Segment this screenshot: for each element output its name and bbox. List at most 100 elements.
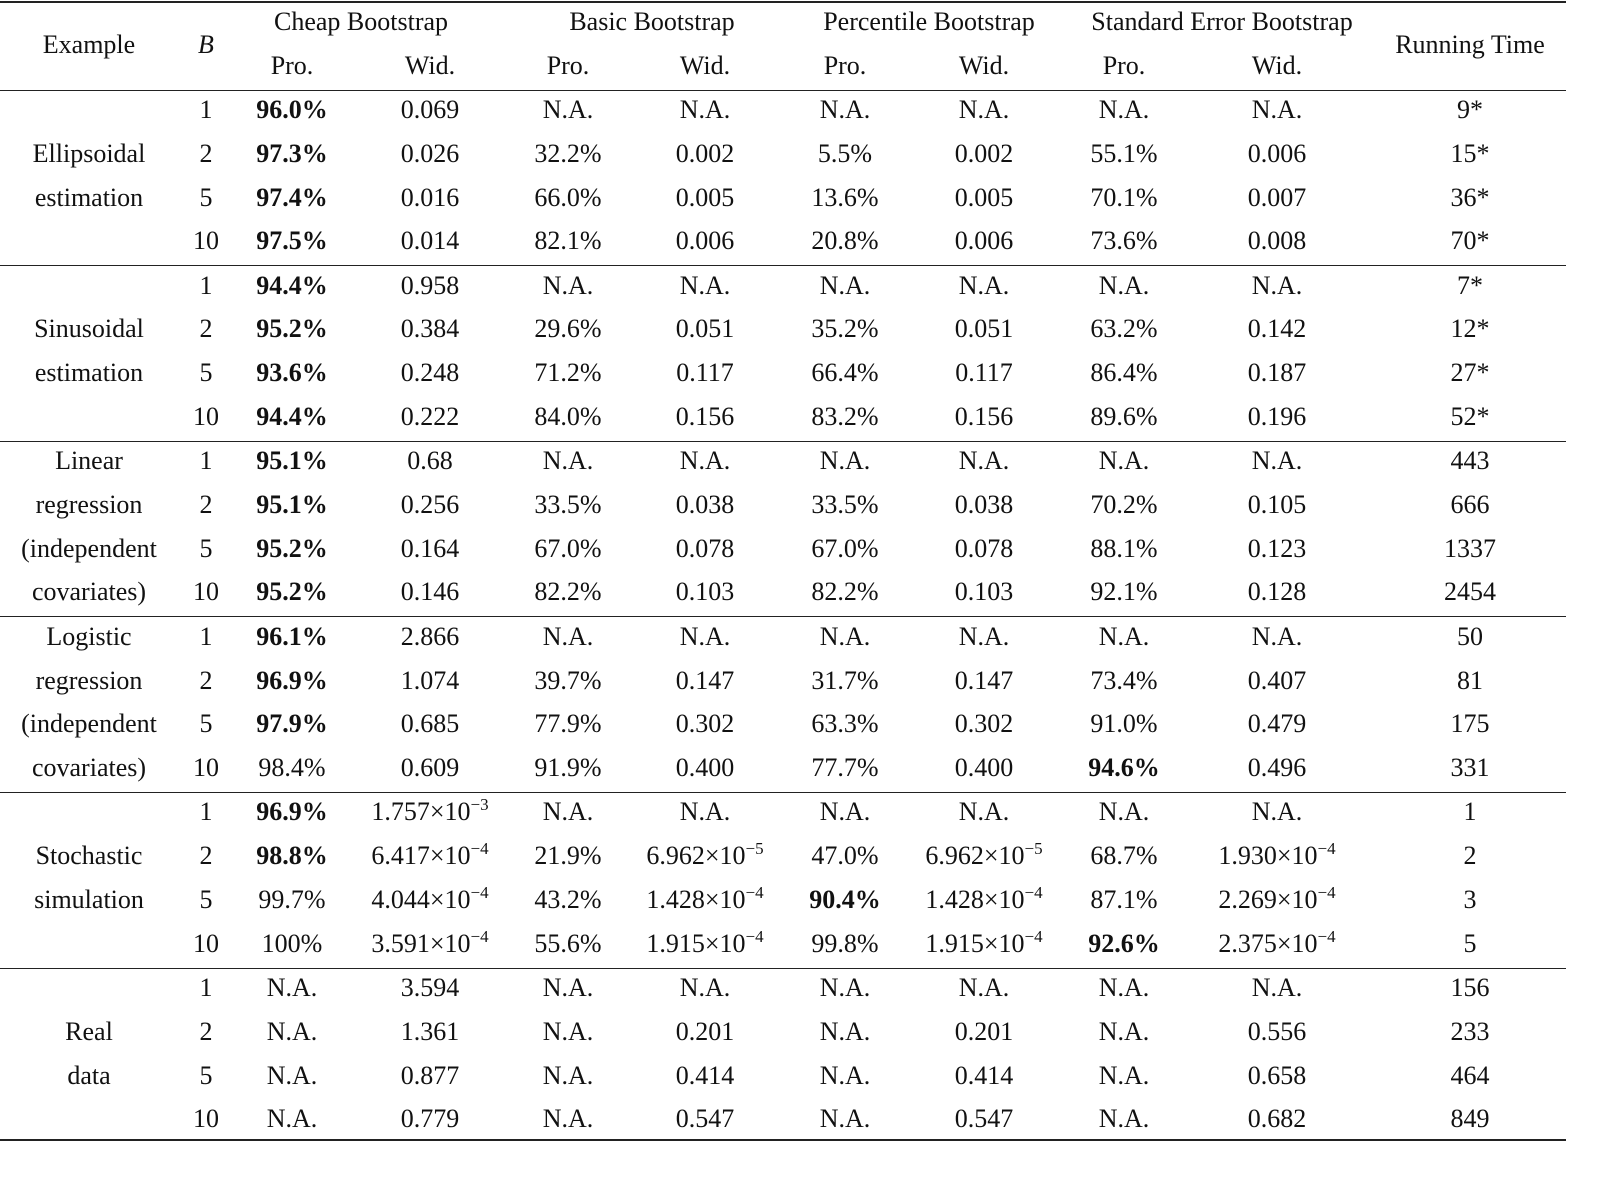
cell-value: 29.6% [534,314,602,344]
cell-value: N.A. [1251,621,1303,651]
cell-value: 99.8% [811,928,879,958]
wid-value: 0.051 [955,316,1014,342]
cell-value: 98.4% [258,753,326,783]
pro-value: 77.7% [811,755,878,781]
cell-value: N.A. [679,797,731,827]
cell-value: 0.877 [400,1060,460,1090]
pro-value: 97.9% [256,711,328,737]
cell-value: 0.958 [400,270,460,300]
cell-value: N.A. [542,446,594,476]
cell-value: 0.005 [675,182,735,212]
cell-value: 0.302 [675,709,735,739]
cell-value: 1.757×10 [371,797,471,827]
cell-value: N.A. [958,446,1010,476]
cell-value: 0.002 [954,138,1014,168]
cell-value: 67.0% [811,533,879,563]
b-value: 1 [199,621,213,651]
wid-value: 0.196 [1248,403,1307,430]
pro-value: 29.6% [534,316,601,342]
cell-value: 71.2% [534,358,602,388]
pro-value: 35.2% [811,316,878,342]
cell-value: N.A. [819,1016,871,1046]
cell-value: 0.496 [1247,753,1307,783]
wid-value: N.A. [1252,448,1303,474]
cell-value: 0.006 [675,226,735,256]
cell-value: 0.156 [675,401,735,431]
cell-value: 99.7% [258,884,326,914]
pro-value: 96.0% [256,97,328,123]
b-value: 5 [199,533,213,563]
wid-value: 0.779 [401,1106,460,1132]
pro-value: 98.8% [256,843,328,869]
pro-value: 100% [261,928,323,958]
b-value: 1 [199,797,213,827]
bottom-rule [0,1139,1566,1141]
cell-value: 0.026 [400,138,460,168]
pro-value: N.A. [1099,799,1150,825]
pro-value: 71.2% [534,360,601,386]
cell-value: 0.007 [1247,182,1307,212]
cell-value: 98.8% [256,841,328,871]
cell-value: 0.142 [1247,314,1307,344]
pro-value: 95.2% [256,579,328,605]
cell-value: 0.556 [1247,1016,1307,1046]
pro-value: 33.5% [534,491,601,518]
wid-value: 0.147 [955,667,1014,694]
cell-value: N.A. [819,1060,871,1090]
cell-value: 0.414 [954,1060,1014,1090]
cell-value: 31.7% [811,665,879,695]
cell-value: N.A. [1098,95,1150,124]
cell-value: 1.361 [400,1016,460,1046]
pro-value: N.A. [543,97,594,123]
wid-value: 0.302 [955,711,1014,737]
wid-value: N.A. [1251,270,1303,300]
cell-value: 2.375×10 [1218,928,1318,958]
wid-value: 0.222 [401,403,460,430]
wid-value: 1.361 [400,1016,460,1046]
wid-value: N.A. [1252,975,1303,1001]
cell-value: 5.5% [817,138,873,168]
cell-value: 84.0% [534,401,602,431]
cell-value: 0.078 [675,533,735,563]
cell-value: N.A. [542,797,594,827]
cell-exponent: −4 [1024,926,1043,946]
pro-value: 73.6% [1090,228,1157,254]
cell-value: 95.1% [256,446,328,476]
header-example: Example [42,30,136,59]
cell-value: N.A. [1251,95,1303,124]
pro-value: 99.7% [258,884,326,914]
wid-value: 0.658 [1248,1062,1307,1089]
cell-value: 0.164 [400,533,460,563]
wid-value: 1.428×10−4 [646,884,763,913]
example-label: Linear [55,446,123,476]
header-group-cheap: Cheap Bootstrap [273,7,449,36]
cell-value: 1.428×10 [925,884,1025,914]
cell-value: 43.2% [534,884,602,914]
cell-value: 0.103 [675,577,735,607]
wid-value: 2.375×10−4 [1218,928,1335,958]
pro-value: N.A. [543,623,594,650]
wid-value: 1.428×10−4 [925,884,1042,914]
cell-value: N.A. [679,95,731,124]
wid-value: 0.007 [1247,182,1307,212]
cell-value: 73.6% [1090,226,1158,256]
wid-value: 0.400 [955,755,1014,781]
cell-value: 100% [261,928,323,958]
wid-value: 0.123 [1248,535,1307,562]
cell-value: 2.866 [400,621,460,651]
cell-value: N.A. [542,1104,594,1134]
wid-value: 0.547 [955,1106,1014,1132]
cell-value: 94.6% [1088,753,1160,783]
cell-value: N.A. [679,270,731,300]
wid-value: 0.005 [955,184,1014,211]
cell-exponent: −4 [1317,926,1336,946]
pro-value: 83.2% [811,403,878,430]
cell-value: N.A. [1251,270,1303,300]
wid-value: 0.556 [1247,1016,1307,1046]
wid-value: 0.142 [1248,316,1307,342]
pro-value: 21.9% [534,843,601,869]
cell-value: 0.682 [1247,1104,1307,1134]
wid-value: 0.302 [676,711,735,737]
b-value: 5 [199,182,213,212]
